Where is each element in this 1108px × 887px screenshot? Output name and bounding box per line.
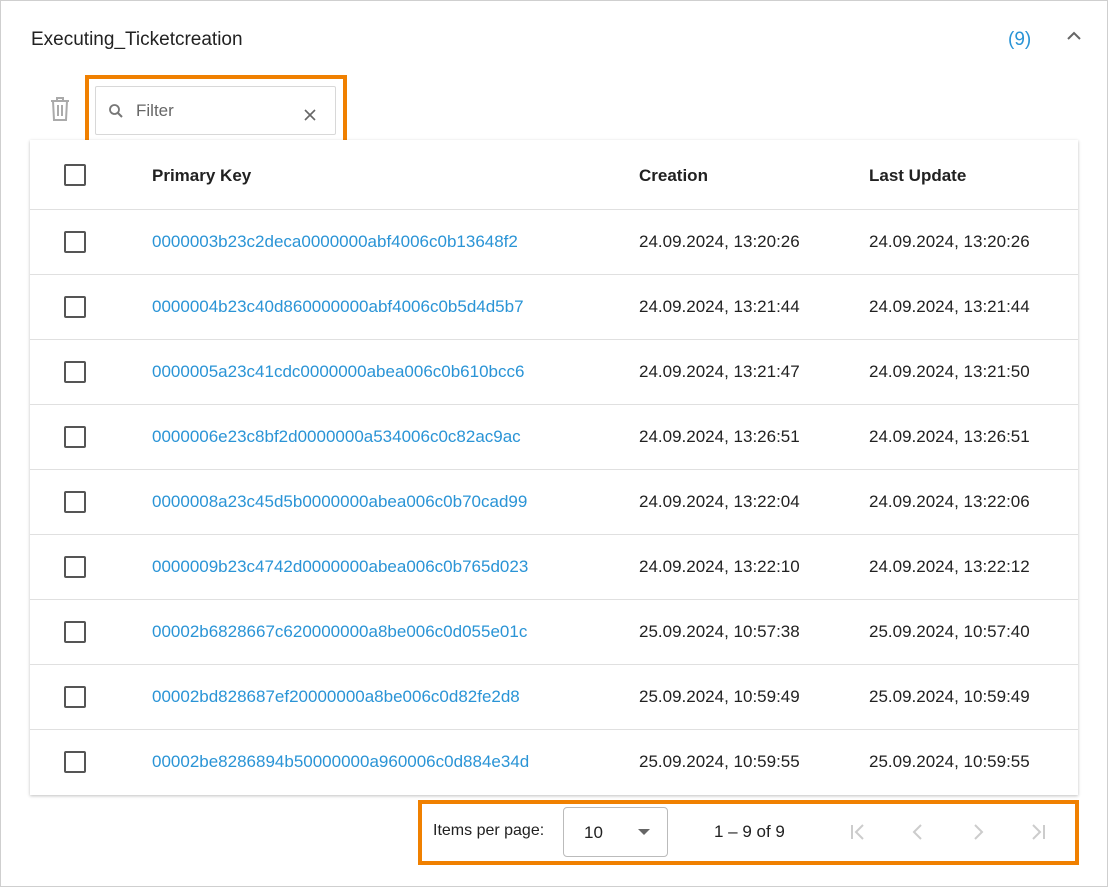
last-update-cell: 25.09.2024, 10:59:49 — [869, 687, 1030, 706]
last-update-cell: 25.09.2024, 10:57:40 — [869, 622, 1030, 641]
select-all-checkbox[interactable] — [64, 164, 86, 186]
primary-key-link[interactable]: 0000005a23c41cdc0000000abea006c0b610bcc6 — [152, 362, 525, 381]
last-page-icon[interactable] — [1026, 820, 1050, 844]
row-checkbox[interactable] — [64, 361, 86, 383]
last-update-cell: 24.09.2024, 13:21:50 — [869, 362, 1030, 381]
creation-cell: 24.09.2024, 13:26:51 — [639, 427, 800, 446]
header-last-update[interactable]: Last Update — [869, 166, 967, 185]
previous-page-icon[interactable] — [906, 820, 930, 844]
primary-key-link[interactable]: 00002bd828687ef20000000a8be006c0d82fe2d8 — [152, 687, 520, 706]
last-update-cell: 24.09.2024, 13:21:44 — [869, 297, 1030, 316]
item-count: (9) — [1008, 29, 1032, 50]
row-checkbox[interactable] — [64, 686, 86, 708]
table-row: 0000003b23c2deca0000000abf4006c0b13648f2… — [30, 210, 1078, 275]
table-row: 0000008a23c45d5b0000000abea006c0b70cad99… — [30, 470, 1078, 535]
creation-cell: 24.09.2024, 13:21:47 — [639, 362, 800, 381]
first-page-icon[interactable] — [846, 820, 870, 844]
panel-title: Executing_Ticketcreation — [31, 29, 243, 50]
paginator-highlight — [418, 800, 1079, 865]
items-per-page-label: Items per page: — [433, 822, 545, 839]
clear-icon[interactable] — [302, 107, 318, 123]
last-update-cell: 24.09.2024, 13:22:12 — [869, 557, 1030, 576]
creation-cell: 24.09.2024, 13:22:10 — [639, 557, 800, 576]
table-row: 0000005a23c41cdc0000000abea006c0b610bcc6… — [30, 340, 1078, 405]
table-header: Primary Key Creation Last Update — [30, 140, 1078, 210]
primary-key-link[interactable]: 00002be8286894b50000000a960006c0d884e34d — [152, 752, 530, 771]
filter-field[interactable] — [95, 86, 336, 135]
table-row: 00002bd828687ef20000000a8be006c0d82fe2d8… — [30, 665, 1078, 730]
trash-icon[interactable] — [49, 96, 71, 122]
data-table: Primary Key Creation Last Update 0000003… — [30, 140, 1078, 795]
last-update-cell: 24.09.2024, 13:26:51 — [869, 427, 1030, 446]
last-update-cell: 24.09.2024, 13:22:06 — [869, 492, 1030, 511]
last-update-cell: 24.09.2024, 13:20:26 — [869, 232, 1030, 251]
page-range: 1 – 9 of 9 — [714, 822, 785, 841]
table-row: 0000004b23c40d860000000abf4006c0b5d4d5b7… — [30, 275, 1078, 340]
page-size-select[interactable]: 10 — [563, 807, 668, 857]
page-size-value: 10 — [584, 823, 603, 842]
table-row: 00002be8286894b50000000a960006c0d884e34d… — [30, 730, 1078, 795]
row-checkbox[interactable] — [64, 296, 86, 318]
row-checkbox[interactable] — [64, 491, 86, 513]
creation-cell: 25.09.2024, 10:59:49 — [639, 687, 800, 706]
table-row: 00002b6828667c620000000a8be006c0d055e01c… — [30, 600, 1078, 665]
primary-key-link[interactable]: 0000009b23c4742d0000000abea006c0b765d023 — [152, 557, 529, 576]
last-update-cell: 25.09.2024, 10:59:55 — [869, 752, 1030, 771]
chevron-up-icon[interactable] — [1064, 26, 1084, 46]
table-row: 0000006e23c8bf2d0000000a534006c0c82ac9ac… — [30, 405, 1078, 470]
header-creation[interactable]: Creation — [639, 166, 708, 185]
creation-cell: 24.09.2024, 13:20:26 — [639, 232, 800, 251]
primary-key-link[interactable]: 0000004b23c40d860000000abf4006c0b5d4d5b7 — [152, 297, 524, 316]
creation-cell: 25.09.2024, 10:59:55 — [639, 752, 800, 771]
search-icon — [109, 104, 123, 118]
row-checkbox[interactable] — [64, 426, 86, 448]
filter-input[interactable] — [136, 99, 296, 123]
row-checkbox[interactable] — [64, 621, 86, 643]
creation-cell: 24.09.2024, 13:22:04 — [639, 492, 800, 511]
primary-key-link[interactable]: 00002b6828667c620000000a8be006c0d055e01c — [152, 622, 528, 641]
header-primary-key[interactable]: Primary Key — [152, 166, 252, 185]
row-checkbox[interactable] — [64, 556, 86, 578]
creation-cell: 24.09.2024, 13:21:44 — [639, 297, 800, 316]
table-row: 0000009b23c4742d0000000abea006c0b765d023… — [30, 535, 1078, 600]
creation-cell: 25.09.2024, 10:57:38 — [639, 622, 800, 641]
primary-key-link[interactable]: 0000008a23c45d5b0000000abea006c0b70cad99 — [152, 492, 528, 511]
primary-key-link[interactable]: 0000006e23c8bf2d0000000a534006c0c82ac9ac — [152, 427, 521, 446]
row-checkbox[interactable] — [64, 231, 86, 253]
dropdown-arrow-icon — [638, 829, 650, 835]
next-page-icon[interactable] — [966, 820, 990, 844]
row-checkbox[interactable] — [64, 751, 86, 773]
primary-key-link[interactable]: 0000003b23c2deca0000000abf4006c0b13648f2 — [152, 232, 518, 251]
